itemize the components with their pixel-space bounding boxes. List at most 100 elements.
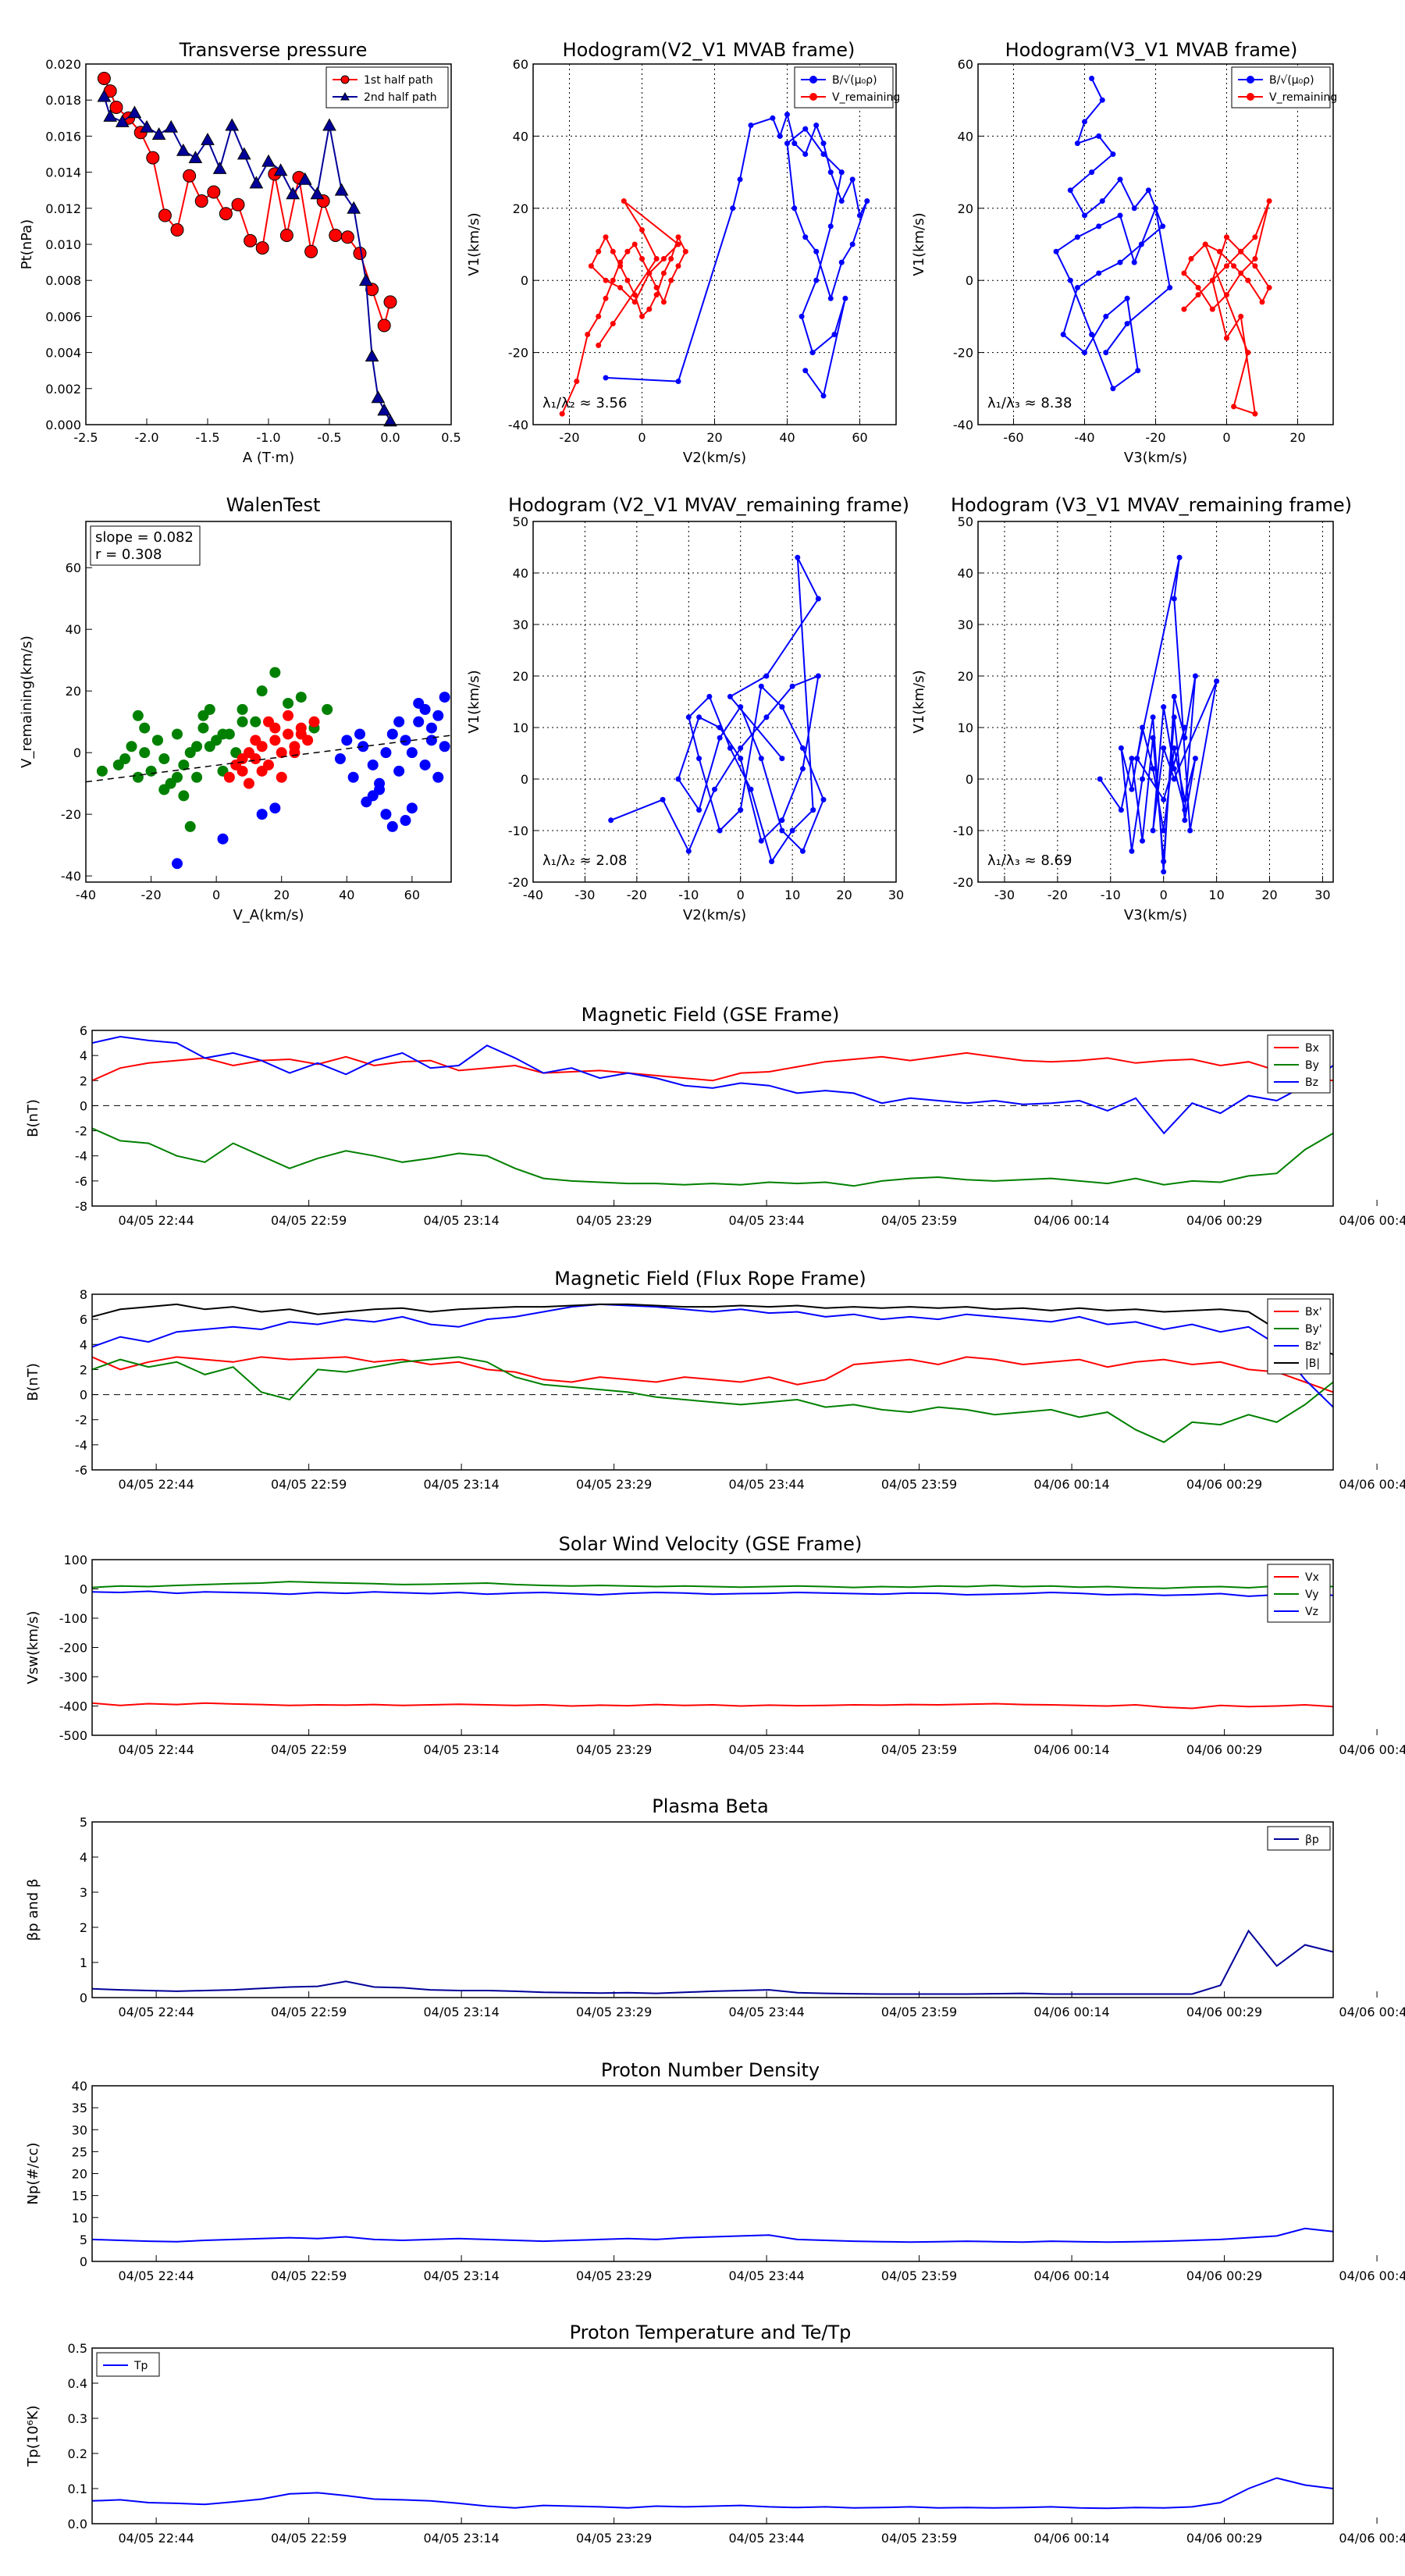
panel-11-ytick-label-1: 5 <box>80 2233 87 2247</box>
panel-5-xtick-label-0: -40 <box>523 888 543 902</box>
panel-3-series-1-point-7 <box>1252 255 1258 262</box>
panel-7-xtick-label-7: 04/06 00:29 <box>1186 1213 1262 1228</box>
panel-4-series-2-point-27 <box>386 820 398 832</box>
panel-1-ytick-label-7: 0.014 <box>45 165 81 180</box>
panel-1-series-1-point-7 <box>176 143 190 156</box>
panel-3-series-0-point-24 <box>1089 332 1095 337</box>
panel-1-ytick-label-9: 0.018 <box>45 93 81 108</box>
panel-4-series-2-point-24 <box>432 771 444 783</box>
panel-2-series-1-line <box>561 200 687 415</box>
panel-1-series-0-point-7 <box>170 223 184 237</box>
panel-4-series-1-point-15 <box>256 765 268 777</box>
panel-5-ylabel: V1(km/s) <box>466 670 482 733</box>
panel-9-xtick-label-1: 04/05 22:59 <box>271 1742 347 1757</box>
panel-2-series-0-point-27 <box>827 223 834 229</box>
panel-2-series-1-point-31 <box>631 299 638 305</box>
panel-1-series-0-point-16 <box>279 228 293 242</box>
panel-3-series-1-point-5 <box>1252 234 1258 240</box>
panel-3-series-1-point-15 <box>1216 248 1222 254</box>
panel-3-ylabel: V1(km/s) <box>911 212 927 276</box>
panel-3-series-0-point-17 <box>1074 284 1080 290</box>
panel-5-series-0-point-9 <box>779 817 785 824</box>
panel-2-ytick-label-0: -40 <box>508 418 528 432</box>
panel-3-series-0-point-12 <box>1145 187 1151 194</box>
panel-7-legend-label-1: By <box>1305 1059 1319 1072</box>
panel-9-ytick-label-3: -200 <box>59 1641 87 1656</box>
panel-6-series-0-point-22 <box>1192 673 1198 679</box>
panel-9-ytick-label-6: 100 <box>63 1553 87 1567</box>
panel-3-series-1-point-16 <box>1231 263 1237 269</box>
panel-2-series-0-point-5 <box>770 115 776 121</box>
panel-10-xtick-label-1: 04/05 22:59 <box>271 2005 347 2019</box>
panel-4-series-2-point-32 <box>217 833 229 845</box>
panel-3-series-0-point-28 <box>1096 223 1102 229</box>
panel-1-series-0-point-21 <box>340 230 354 244</box>
panel-9-xtick-label-4: 04/05 23:44 <box>728 1742 804 1757</box>
panel-10-series-0-line <box>91 1929 1334 1995</box>
panel-11-xtick-label-3: 04/05 23:29 <box>576 2268 652 2283</box>
panel-10-ytick-label-2: 2 <box>80 1920 87 1935</box>
panel-1-series-0-point-0 <box>97 71 111 85</box>
panel-9-ytick-label-5: 0 <box>80 1582 87 1597</box>
panel-3-series-1-point-13 <box>1188 255 1194 262</box>
panel-2-series-0-point-6 <box>777 133 783 139</box>
panel-3-series-0-point-0 <box>1089 75 1095 81</box>
title-hodogram-v2v1-mvab: Hodogram(V2_V1 MVAB frame) <box>563 39 855 61</box>
panel-3-ytick-label-1: -20 <box>953 346 973 361</box>
panel-4-series-2-point-5 <box>380 747 392 759</box>
panel-2-xtick-label-3: 40 <box>779 430 795 445</box>
panel-2-series-0-point-24 <box>802 126 809 132</box>
panel-5-series-0-point-19 <box>779 827 785 834</box>
panel-1-ylabel: Pt(nPa) <box>19 219 35 269</box>
panel-7-ytick-label-2: -4 <box>75 1149 87 1164</box>
title-magnetic-field-flux-rope: Magnetic Field (Flux Rope Frame) <box>554 1268 866 1290</box>
panel-2-series-0-point-11 <box>820 141 827 147</box>
panel-1-ytick-label-1: 0.002 <box>45 382 81 397</box>
panel-4-series-2-point-15 <box>361 796 372 808</box>
panel-3-series-0-point-19 <box>1082 350 1087 356</box>
panel-6-series-0-point-21 <box>1182 735 1188 741</box>
panel-11-xtick-label-7: 04/06 00:29 <box>1186 2268 1262 2283</box>
panel-1-series-0-point-8 <box>183 169 197 183</box>
panel-1-ytick-label-6: 0.012 <box>45 201 81 216</box>
title-hodogram-v3v1-mvab: Hodogram(V3_V1 MVAB frame) <box>1005 39 1298 61</box>
panel-9-xtick-label-5: 04/05 23:59 <box>881 1742 957 1757</box>
panel-3-xtick-label-0: -60 <box>1003 430 1023 445</box>
panel-2-legend-box <box>794 66 894 109</box>
panel-3-legend-label-1: V_remaining <box>1269 91 1337 104</box>
panel-4-series-2-point-28 <box>367 759 379 770</box>
panel-1-ytick-label-0: 0.000 <box>45 418 81 432</box>
panel-4-xlabel: V_A(km/s) <box>233 907 304 923</box>
panel-2-series-0-point-7 <box>784 112 790 118</box>
panel-1-ytick-label-10: 0.020 <box>45 57 81 72</box>
panel-6-series-0-point-18 <box>1150 714 1156 720</box>
panel-5-ytick-label-0: -20 <box>508 875 528 890</box>
title-magnetic-field-gse: Magnetic Field (GSE Frame) <box>582 1004 840 1026</box>
panel-1-series-0-point-10 <box>207 185 221 199</box>
panel-1-xtick-label-6: 0.5 <box>441 430 461 445</box>
panel-9-ytick-label-2: -300 <box>59 1670 87 1685</box>
panel-1-series-0-point-2 <box>109 100 123 114</box>
panel-2-ytick-label-5: 60 <box>513 57 528 72</box>
panel-4-series-2-point-16 <box>380 809 392 820</box>
panel-4-series-1-point-21 <box>263 716 274 728</box>
panel-3-series-1-point-26 <box>1252 411 1258 417</box>
panel-4-series-2-point-26 <box>425 735 437 746</box>
panel-5-series-0-point-24 <box>758 683 764 689</box>
panel-10-ylabel: βp and β <box>25 1879 41 1941</box>
panel-4-series-2-point-30 <box>269 802 281 814</box>
panel-4-series-0-point-0 <box>96 765 108 777</box>
panel-5-ytick-label-2: 0 <box>521 772 528 787</box>
panel-5-series-0-point-3 <box>712 786 717 792</box>
panel-7-frame <box>91 1030 1334 1207</box>
panel-3-series-0-point-29 <box>1117 212 1123 219</box>
panel-7-xtick-label-8: 04/06 00:44 <box>1339 1213 1405 1228</box>
title-hodogram-v3v1-mvav: Hodogram (V3_V1 MVAV_remaining frame) <box>951 494 1352 516</box>
panel-7-ytick-label-1: -6 <box>75 1174 87 1189</box>
panel-4-series-1-point-14 <box>243 777 254 789</box>
panel-3-legend-marker-0-point-0 <box>1247 76 1254 84</box>
panel-11-ytick-label-5: 25 <box>72 2144 87 2159</box>
panel-1-series-1-point-8 <box>188 151 203 164</box>
panel-4-series-0-point-22 <box>158 784 170 795</box>
panel-2-series-1-point-20 <box>646 306 653 312</box>
